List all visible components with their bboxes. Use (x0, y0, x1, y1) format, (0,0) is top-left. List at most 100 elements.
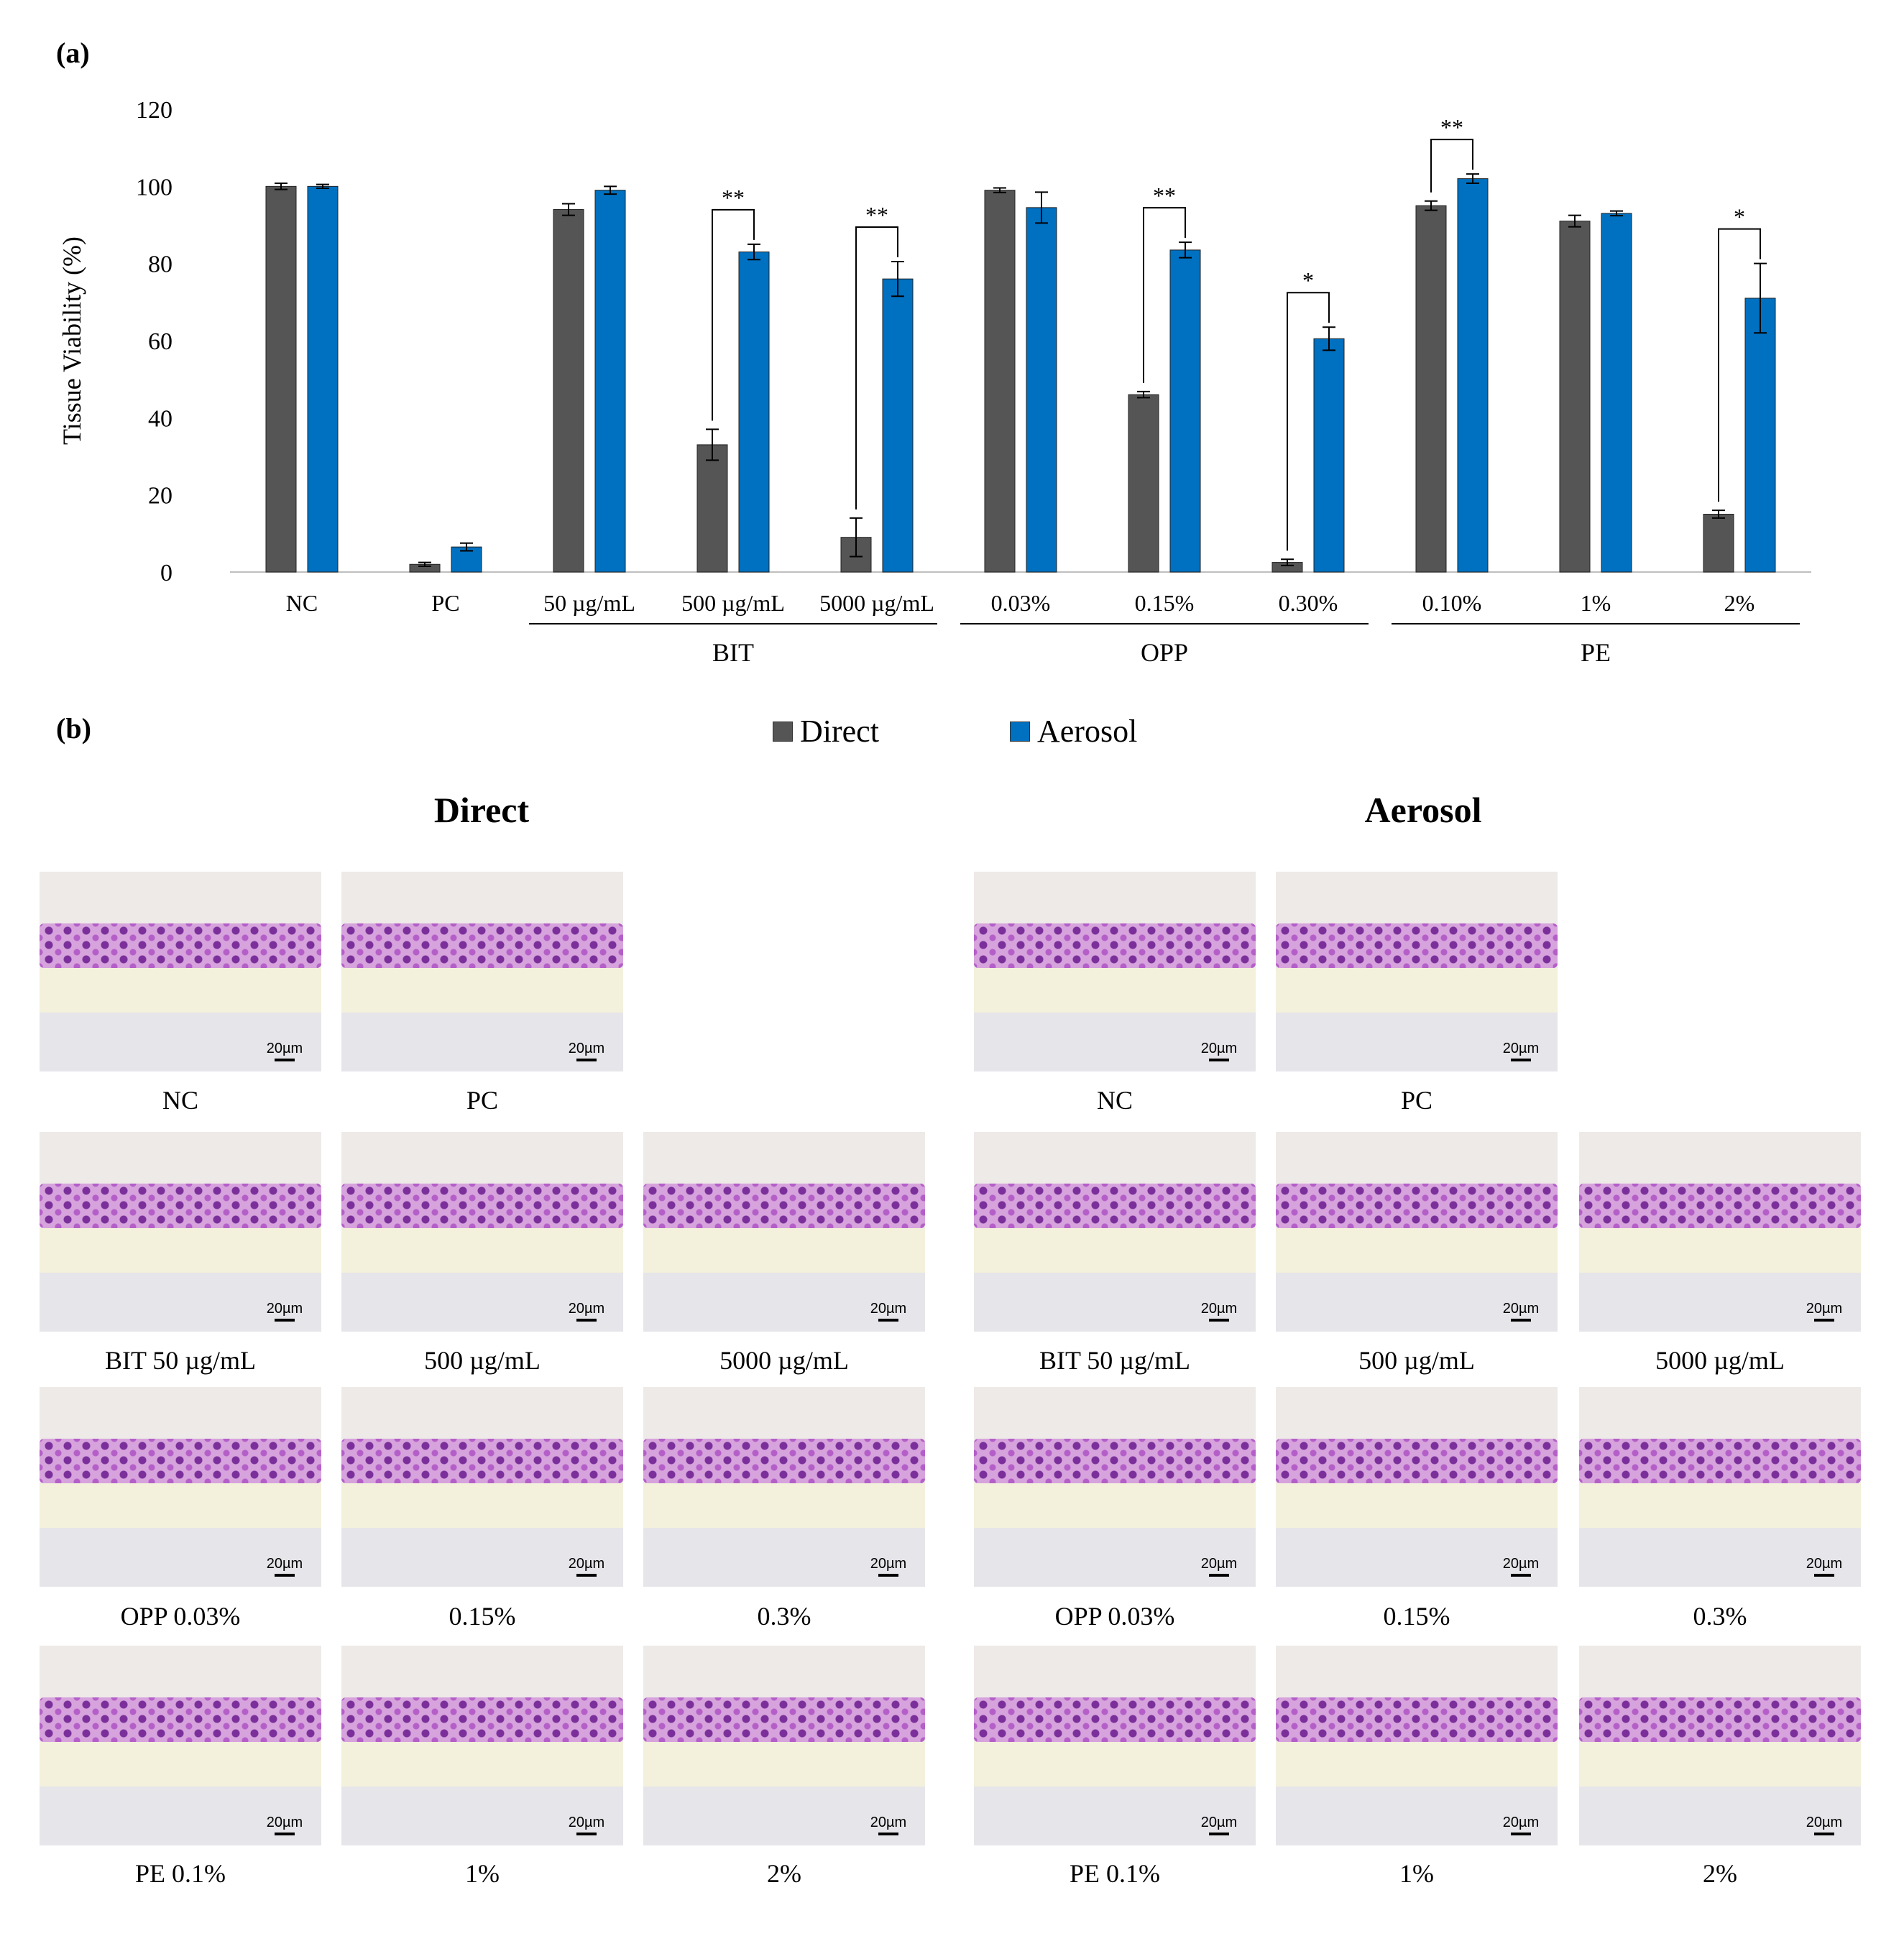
tissue-band-membrane (1579, 1228, 1861, 1273)
tissue-band-membrane (40, 1742, 321, 1787)
bar-direct (1703, 514, 1734, 573)
scale-bar-label: 20µm (1502, 1041, 1540, 1056)
tissue-band-membrane (643, 1228, 925, 1273)
tissue-band-cells (643, 1439, 925, 1483)
legend-aerosol: Aerosol (1010, 713, 1137, 750)
aerosol-caption: 0.15% (1383, 1602, 1450, 1631)
direct-caption: 2% (767, 1859, 801, 1888)
direct-column-title: Direct (433, 790, 530, 830)
aerosol-caption: 1% (1399, 1859, 1434, 1888)
bar-direct (1128, 394, 1159, 573)
tissue-band-low (1276, 1787, 1558, 1845)
tissue-band-membrane (1276, 1483, 1558, 1528)
direct-caption: 0.3% (757, 1602, 811, 1631)
scale-bar-line (576, 1833, 597, 1835)
bar-aerosol (594, 190, 626, 573)
scale-bar-line (1511, 1574, 1531, 1577)
legend-direct: Direct (773, 713, 879, 750)
direct-caption: PC (466, 1086, 499, 1115)
tissue-band-low (643, 1273, 925, 1332)
direct-caption: NC (162, 1086, 198, 1115)
tissue-band-cells (40, 1184, 321, 1228)
direct-caption: 0.15% (449, 1602, 516, 1631)
tissue-band-membrane (341, 1483, 623, 1528)
scale-bar: 20µm (1799, 1815, 1849, 1835)
direct-caption: BIT 50 µg/mL (104, 1346, 257, 1375)
x-tick-label: 500 µg/mL (681, 590, 785, 616)
group-label: PE (1581, 638, 1611, 667)
tissue-band-low (40, 1273, 321, 1332)
tissue-band-membrane (643, 1742, 925, 1787)
panel-b-label: (b) (56, 712, 91, 745)
tissue-band-cells (341, 1439, 623, 1483)
tissue-band-membrane (974, 1483, 1256, 1528)
tissue-band-membrane (1579, 1483, 1861, 1528)
aerosol-micrograph: 20µm (1276, 1646, 1558, 1845)
legend-direct-label: Direct (800, 714, 879, 749)
tissue-band-low (643, 1787, 925, 1845)
aerosol-caption: BIT 50 µg/mL (1039, 1346, 1191, 1375)
aerosol-micrograph: 20µm (1579, 1646, 1861, 1845)
tissue-band-low (1276, 1273, 1558, 1332)
tissue-band-low (341, 1273, 623, 1332)
aerosol-caption: PE 0.1% (1070, 1859, 1160, 1888)
tissue-band-low (1579, 1273, 1861, 1332)
scale-bar-line (576, 1574, 597, 1577)
direct-caption: OPP 0.03% (120, 1602, 241, 1631)
scale-bar: 20µm (1799, 1556, 1849, 1577)
tissue-band-low (341, 1528, 623, 1587)
aerosol-caption: NC (1096, 1086, 1133, 1115)
scale-bar-label: 20µm (1502, 1301, 1540, 1317)
aerosol-micrograph: 20µm (974, 1387, 1256, 1587)
bar-direct (553, 209, 584, 573)
x-tick-label: 0.30% (1279, 590, 1338, 616)
tissue-band-membrane (974, 1228, 1256, 1273)
tissue-band-membrane (40, 1483, 321, 1528)
significance-marker: ** (865, 202, 888, 228)
direct-micrograph: 20µm (643, 1132, 925, 1332)
scale-bar: 20µm (1194, 1041, 1244, 1061)
direct-micrograph: 20µm (341, 1646, 623, 1845)
tissue-band-low (1276, 1013, 1558, 1071)
tissue-band-low (974, 1787, 1256, 1845)
direct-micrograph: 20µm (643, 1387, 925, 1587)
tissue-band-cells (974, 1697, 1256, 1742)
scale-bar-line (1511, 1833, 1531, 1835)
scale-bar-line (576, 1059, 597, 1061)
bar-aerosol (1026, 207, 1057, 573)
aerosol-caption: 0.3% (1693, 1602, 1747, 1631)
aerosol-micrograph: 20µm (1579, 1132, 1861, 1332)
tissue-band-low (974, 1013, 1256, 1071)
scale-bar: 20µm (1799, 1301, 1849, 1322)
bar-aerosol (882, 278, 914, 573)
tissue-band-low (1276, 1528, 1558, 1587)
bar-aerosol (1457, 178, 1489, 573)
scale-bar-label: 20µm (1806, 1815, 1843, 1830)
scale-bar-line (1209, 1833, 1229, 1835)
tissue-band-cells (341, 1697, 623, 1742)
scale-bar: 20µm (1194, 1556, 1244, 1577)
tissue-band-cells (40, 923, 321, 968)
viability-bar-chart: 0 20 40 60 80 100 120 Tissue Viability (%) NC PC 5… (58, 97, 1811, 667)
x-tick-label: 5000 µg/mL (819, 590, 934, 616)
scale-bar-label: 20µm (266, 1815, 303, 1830)
bar-aerosol (1744, 298, 1776, 573)
direct-micrograph: 20µm (341, 872, 623, 1071)
scale-bar-label: 20µm (266, 1301, 303, 1317)
scale-bar-label: 20µm (266, 1556, 303, 1572)
tissue-band-low (1579, 1528, 1861, 1587)
significance-bracket (855, 226, 898, 510)
aerosol-caption: 5000 µg/mL (1655, 1346, 1785, 1375)
y-tick-label: 0 (160, 560, 173, 586)
scale-bar-line (275, 1833, 295, 1835)
tissue-band-cells (643, 1184, 925, 1228)
scale-bar: 20µm (1496, 1041, 1546, 1061)
significance-bracket (712, 208, 755, 421)
tissue-band-cells (1276, 1697, 1558, 1742)
aerosol-caption: OPP 0.03% (1054, 1602, 1175, 1631)
scale-bar-line (878, 1574, 898, 1577)
tissue-band-cells (1276, 1439, 1558, 1483)
scale-bar-line (1209, 1059, 1229, 1061)
y-axis-label: Tissue Viability (%) (58, 236, 86, 445)
direct-caption: 500 µg/mL (424, 1346, 541, 1375)
